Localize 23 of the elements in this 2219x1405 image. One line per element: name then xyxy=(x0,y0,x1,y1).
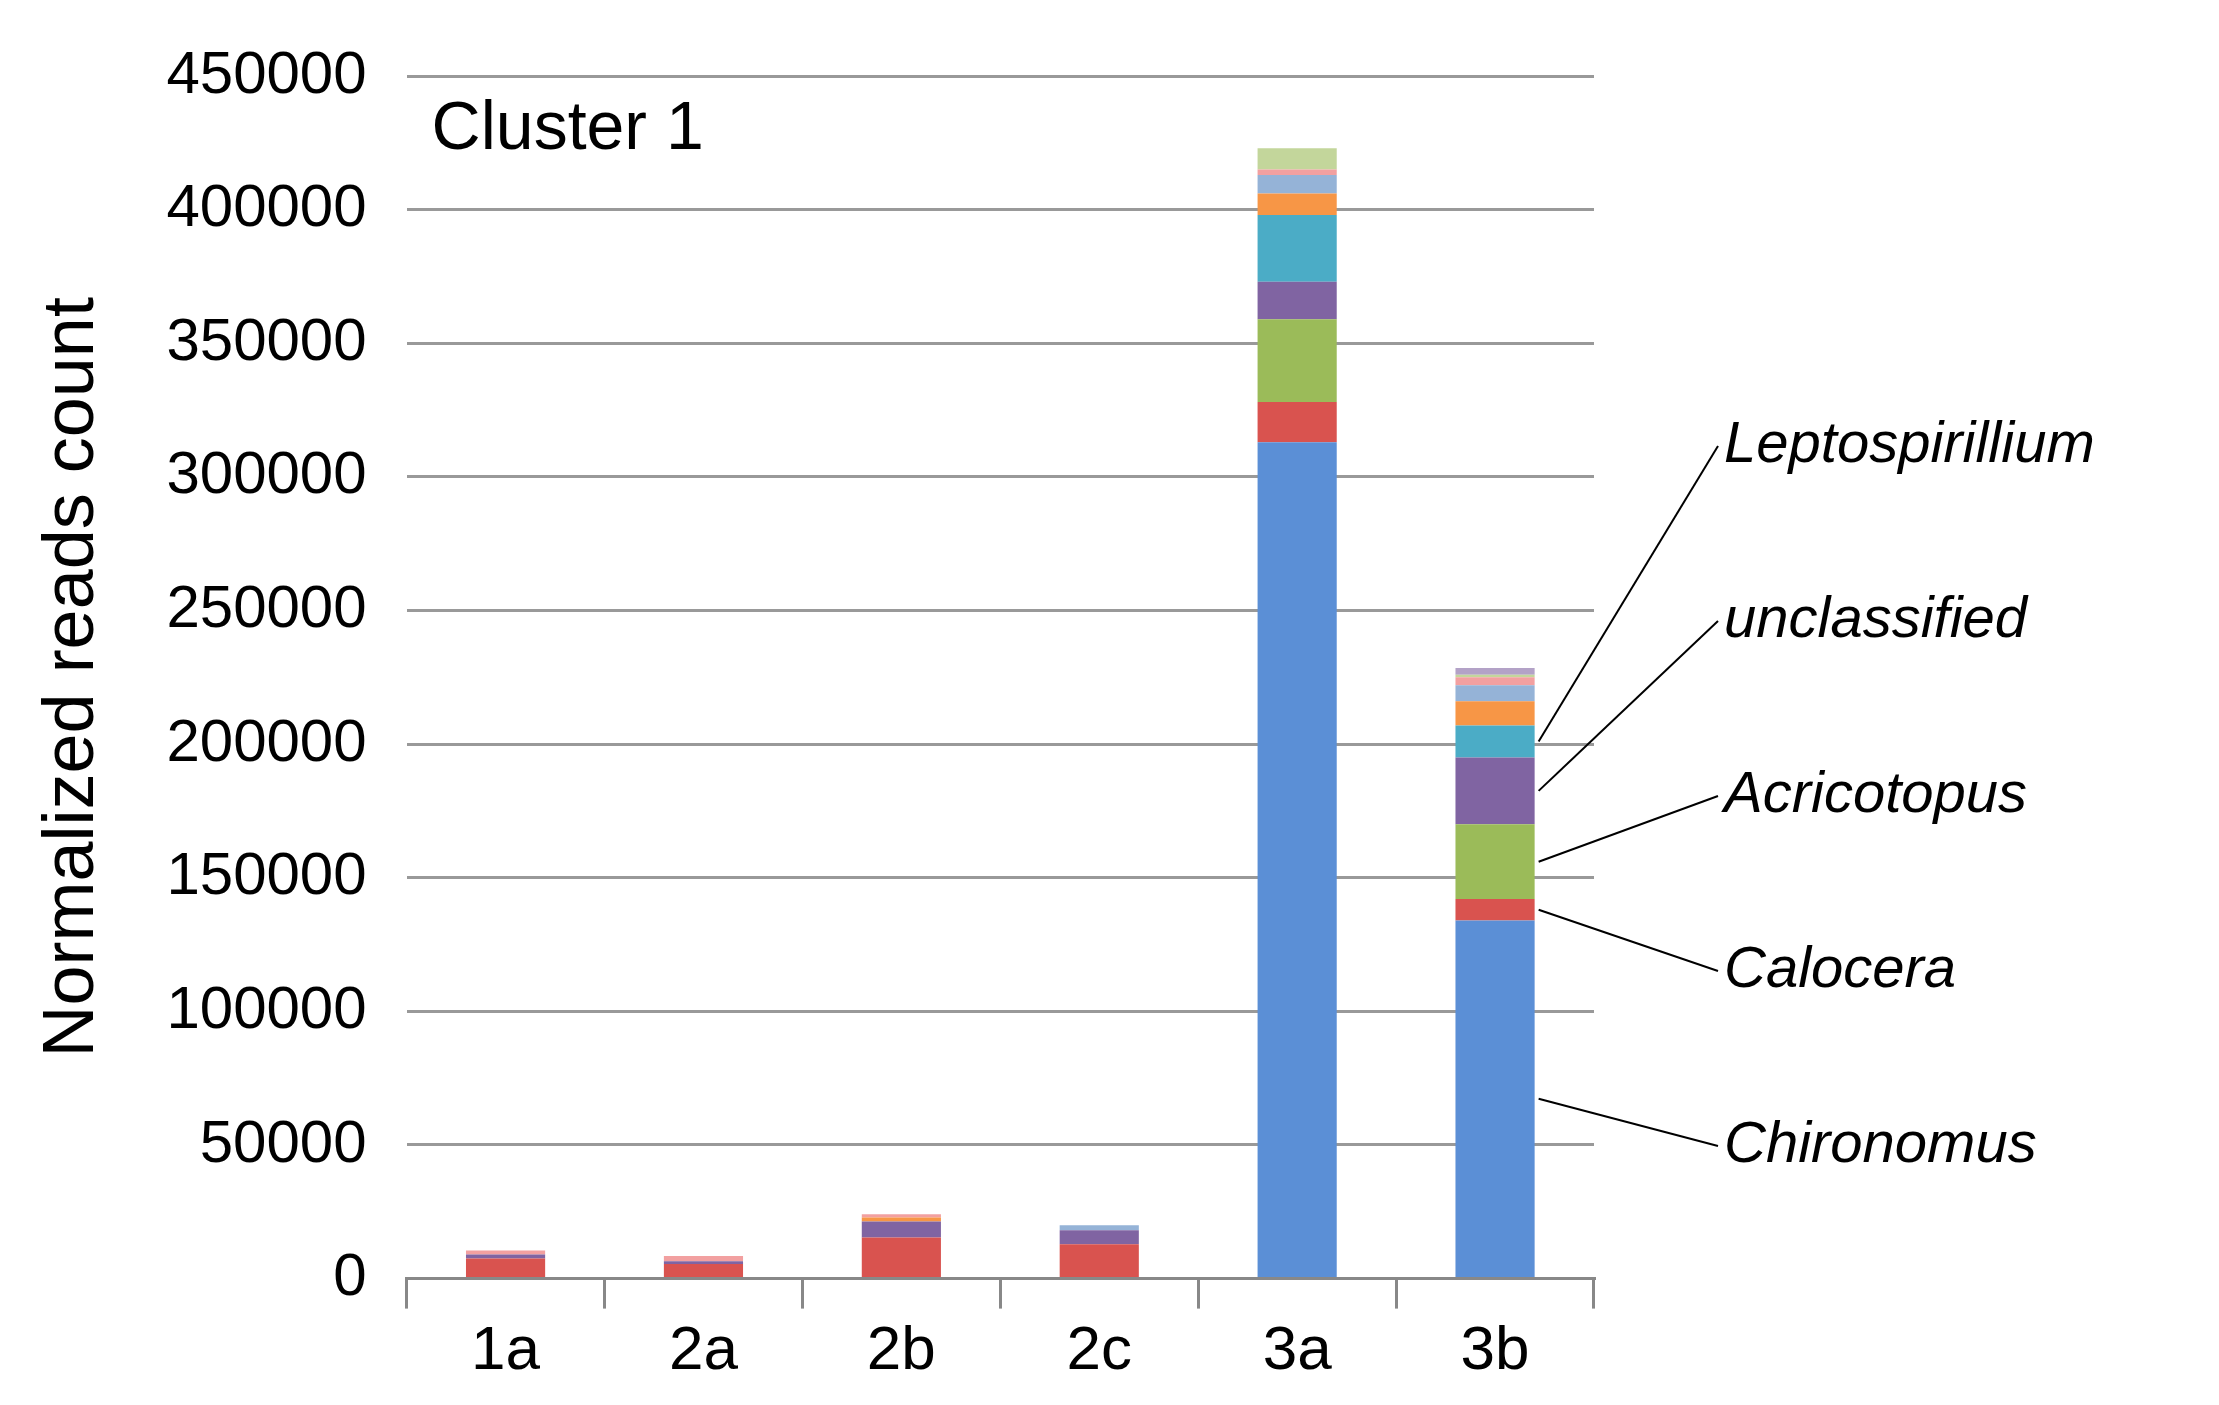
y-tick-label: 0 xyxy=(333,1241,367,1309)
x-tick-label: 2c xyxy=(1066,1312,1132,1382)
x-tick-label: 2a xyxy=(668,1312,739,1382)
y-tick-label: 200000 xyxy=(166,706,367,774)
y-tick-label: 450000 xyxy=(166,38,367,106)
x-tick-label: 3a xyxy=(1262,1312,1333,1382)
y-tick-label: 350000 xyxy=(166,305,367,373)
y-tick-label: 100000 xyxy=(166,973,367,1041)
text: Calocera xyxy=(1724,934,1957,1000)
text: Leptospirillium xyxy=(1724,409,2095,475)
x-tick-label: 3b xyxy=(1460,1312,1530,1382)
chart-title: Cluster 1 xyxy=(431,86,704,163)
x-tick-label: 1a xyxy=(471,1312,541,1382)
y-tick-label: 50000 xyxy=(199,1107,367,1175)
y-tick-label: 250000 xyxy=(166,573,367,641)
y-tick-label: 300000 xyxy=(166,439,367,507)
y-tick-label: 400000 xyxy=(166,172,367,240)
y-tick-label: 150000 xyxy=(166,840,367,908)
text: Acricotopus xyxy=(1721,759,2028,825)
text: Chironomus xyxy=(1724,1109,2037,1175)
x-tick-label: 2b xyxy=(866,1312,936,1382)
y-axis-title: Normalized reads count xyxy=(28,297,109,1058)
text: unclassified xyxy=(1724,584,2029,650)
